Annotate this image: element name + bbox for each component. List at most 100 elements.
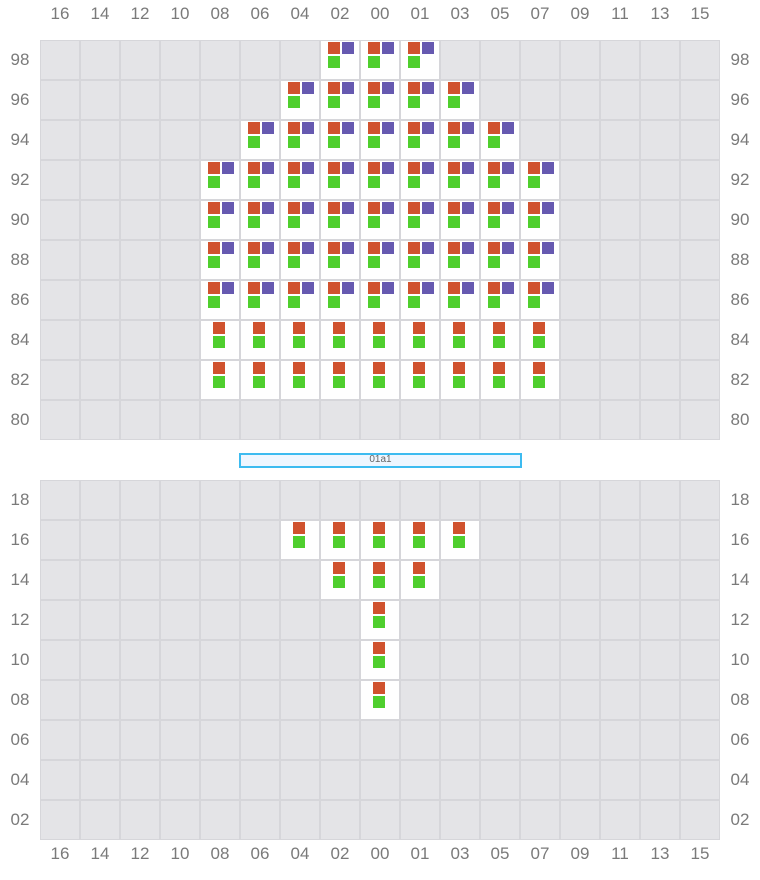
slot-empty[interactable] xyxy=(201,41,239,79)
slot-empty[interactable] xyxy=(521,721,559,759)
slot-occupied[interactable] xyxy=(281,241,319,279)
slot-empty[interactable] xyxy=(561,401,599,439)
slot-empty[interactable] xyxy=(561,161,599,199)
slot-empty[interactable] xyxy=(161,241,199,279)
slot-occupied[interactable] xyxy=(521,201,559,239)
slot-occupied[interactable] xyxy=(401,281,439,319)
slot-empty[interactable] xyxy=(321,481,359,519)
slot-empty[interactable] xyxy=(41,521,79,559)
slot-empty[interactable] xyxy=(641,41,679,79)
slot-empty[interactable] xyxy=(521,121,559,159)
slot-occupied[interactable] xyxy=(321,201,359,239)
slot-empty[interactable] xyxy=(321,801,359,839)
slot-empty[interactable] xyxy=(161,761,199,799)
slot-occupied[interactable] xyxy=(321,521,359,559)
slot-occupied[interactable] xyxy=(321,121,359,159)
slot-empty[interactable] xyxy=(41,561,79,599)
slot-occupied[interactable] xyxy=(481,121,519,159)
slot-empty[interactable] xyxy=(481,561,519,599)
slot-empty[interactable] xyxy=(561,641,599,679)
slot-empty[interactable] xyxy=(681,81,719,119)
slot-empty[interactable] xyxy=(601,41,639,79)
slot-occupied[interactable] xyxy=(201,201,239,239)
slot-empty[interactable] xyxy=(281,801,319,839)
slot-empty[interactable] xyxy=(601,521,639,559)
slot-empty[interactable] xyxy=(201,481,239,519)
slot-occupied[interactable] xyxy=(281,121,319,159)
slot-empty[interactable] xyxy=(441,41,479,79)
slot-empty[interactable] xyxy=(81,681,119,719)
slot-empty[interactable] xyxy=(641,321,679,359)
slot-empty[interactable] xyxy=(401,801,439,839)
slot-empty[interactable] xyxy=(41,321,79,359)
slot-occupied[interactable] xyxy=(361,41,399,79)
slot-empty[interactable] xyxy=(681,361,719,399)
slot-empty[interactable] xyxy=(641,81,679,119)
slot-occupied[interactable] xyxy=(401,321,439,359)
slot-empty[interactable] xyxy=(641,601,679,639)
slot-empty[interactable] xyxy=(281,681,319,719)
slot-occupied[interactable] xyxy=(521,321,559,359)
slot-occupied[interactable] xyxy=(281,281,319,319)
slot-empty[interactable] xyxy=(81,121,119,159)
slot-empty[interactable] xyxy=(321,601,359,639)
slot-empty[interactable] xyxy=(241,681,279,719)
slot-empty[interactable] xyxy=(481,641,519,679)
slot-empty[interactable] xyxy=(441,681,479,719)
slot-occupied[interactable] xyxy=(481,201,519,239)
slot-empty[interactable] xyxy=(201,721,239,759)
slot-occupied[interactable] xyxy=(401,521,439,559)
slot-occupied[interactable] xyxy=(481,361,519,399)
slot-occupied[interactable] xyxy=(201,361,239,399)
slot-empty[interactable] xyxy=(201,801,239,839)
slot-empty[interactable] xyxy=(201,681,239,719)
slot-empty[interactable] xyxy=(281,41,319,79)
slot-empty[interactable] xyxy=(601,161,639,199)
slot-empty[interactable] xyxy=(601,761,639,799)
slot-empty[interactable] xyxy=(121,241,159,279)
slot-empty[interactable] xyxy=(401,681,439,719)
slot-empty[interactable] xyxy=(681,161,719,199)
slot-empty[interactable] xyxy=(521,681,559,719)
slot-empty[interactable] xyxy=(521,401,559,439)
slot-empty[interactable] xyxy=(161,401,199,439)
slot-occupied[interactable] xyxy=(401,161,439,199)
slot-empty[interactable] xyxy=(601,321,639,359)
slot-empty[interactable] xyxy=(321,681,359,719)
slot-empty[interactable] xyxy=(401,601,439,639)
slot-empty[interactable] xyxy=(681,401,719,439)
slot-empty[interactable] xyxy=(201,521,239,559)
slot-empty[interactable] xyxy=(641,521,679,559)
slot-empty[interactable] xyxy=(81,241,119,279)
slot-empty[interactable] xyxy=(81,81,119,119)
slot-empty[interactable] xyxy=(641,401,679,439)
slot-empty[interactable] xyxy=(321,721,359,759)
slot-empty[interactable] xyxy=(41,681,79,719)
slot-empty[interactable] xyxy=(81,161,119,199)
slot-empty[interactable] xyxy=(481,801,519,839)
slot-occupied[interactable] xyxy=(441,201,479,239)
slot-empty[interactable] xyxy=(201,761,239,799)
slot-empty[interactable] xyxy=(321,401,359,439)
slot-occupied[interactable] xyxy=(401,41,439,79)
slot-occupied[interactable] xyxy=(441,241,479,279)
slot-empty[interactable] xyxy=(41,201,79,239)
slot-empty[interactable] xyxy=(441,761,479,799)
slot-occupied[interactable] xyxy=(441,161,479,199)
slot-empty[interactable] xyxy=(561,201,599,239)
slot-empty[interactable] xyxy=(81,521,119,559)
slot-occupied[interactable] xyxy=(361,161,399,199)
slot-empty[interactable] xyxy=(161,281,199,319)
slot-empty[interactable] xyxy=(121,761,159,799)
slot-empty[interactable] xyxy=(81,401,119,439)
slot-empty[interactable] xyxy=(121,801,159,839)
slot-empty[interactable] xyxy=(321,761,359,799)
slot-empty[interactable] xyxy=(161,721,199,759)
slot-occupied[interactable] xyxy=(401,121,439,159)
slot-empty[interactable] xyxy=(241,601,279,639)
slot-empty[interactable] xyxy=(161,641,199,679)
slot-empty[interactable] xyxy=(681,281,719,319)
slot-empty[interactable] xyxy=(641,561,679,599)
slot-empty[interactable] xyxy=(361,481,399,519)
slot-occupied[interactable] xyxy=(361,201,399,239)
